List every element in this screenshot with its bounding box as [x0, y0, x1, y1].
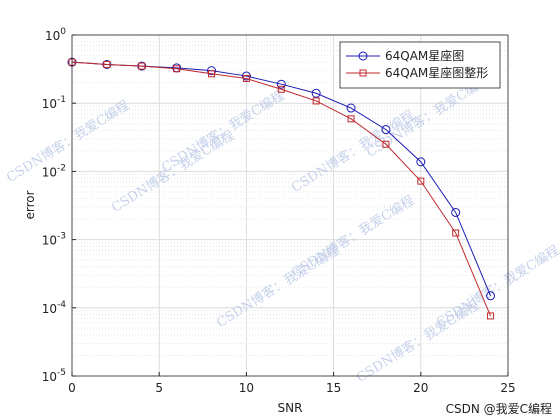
x-tick-label: 5: [155, 381, 163, 395]
y-tick-label: 10-1: [42, 95, 66, 111]
point: [103, 60, 111, 68]
legend-label: 64QAM星座图整形: [385, 65, 488, 80]
y-tick-label: 10-5: [42, 368, 66, 384]
point: [417, 177, 425, 185]
legend-label: 64QAM星座图: [385, 48, 464, 63]
point: [347, 115, 355, 123]
point: [451, 207, 461, 217]
point: [312, 97, 320, 105]
series-line: [71, 61, 492, 317]
y-tick-label: 10-2: [42, 163, 66, 179]
point: [208, 70, 216, 78]
y-tick-base: 10: [42, 234, 57, 248]
y-tick-label: 10-4: [42, 300, 67, 316]
point: [486, 291, 496, 301]
x-tick-label: 25: [500, 381, 515, 395]
point: [138, 62, 146, 70]
y-axis-label: error: [23, 190, 37, 219]
y-tick-label: 10-3: [42, 232, 66, 248]
point: [452, 229, 460, 237]
point: [487, 312, 495, 320]
legend-marker: [358, 51, 368, 61]
y-tick-base: 10: [42, 165, 57, 179]
legend-marker: [359, 69, 367, 77]
point: [346, 103, 356, 113]
y-tick-exponent: -5: [57, 368, 66, 378]
y-tick-exponent: -1: [57, 95, 66, 105]
point: [277, 85, 285, 93]
y-tick-exponent: -3: [57, 232, 66, 242]
y-tick-base: 10: [42, 370, 57, 384]
axes-box: [71, 34, 509, 377]
point: [242, 75, 250, 83]
point: [173, 65, 181, 73]
point: [241, 71, 251, 81]
y-tick-exponent: 0: [60, 27, 66, 37]
x-tick-label: 20: [413, 381, 428, 395]
y-tick-label: 100: [45, 27, 66, 43]
y-tick-base: 10: [45, 29, 60, 43]
point: [416, 157, 426, 167]
point: [207, 66, 217, 76]
point: [311, 88, 321, 98]
grid: [71, 34, 509, 377]
credit: CSDN @我爱C编程: [446, 401, 552, 416]
x-tick-label: 15: [326, 381, 341, 395]
x-tick-label: 0: [68, 381, 76, 395]
x-tick-label: 10: [239, 381, 254, 395]
x-axis-label: SNR: [278, 401, 303, 415]
point: [381, 125, 391, 135]
legend-box: [339, 41, 501, 89]
point: [382, 140, 390, 148]
data: [67, 57, 496, 320]
y-tick-exponent: -4: [57, 300, 66, 310]
y-tick-base: 10: [42, 97, 57, 111]
y-tick-base: 10: [42, 302, 57, 316]
y-tick-exponent: -2: [57, 163, 66, 173]
point: [276, 79, 286, 89]
